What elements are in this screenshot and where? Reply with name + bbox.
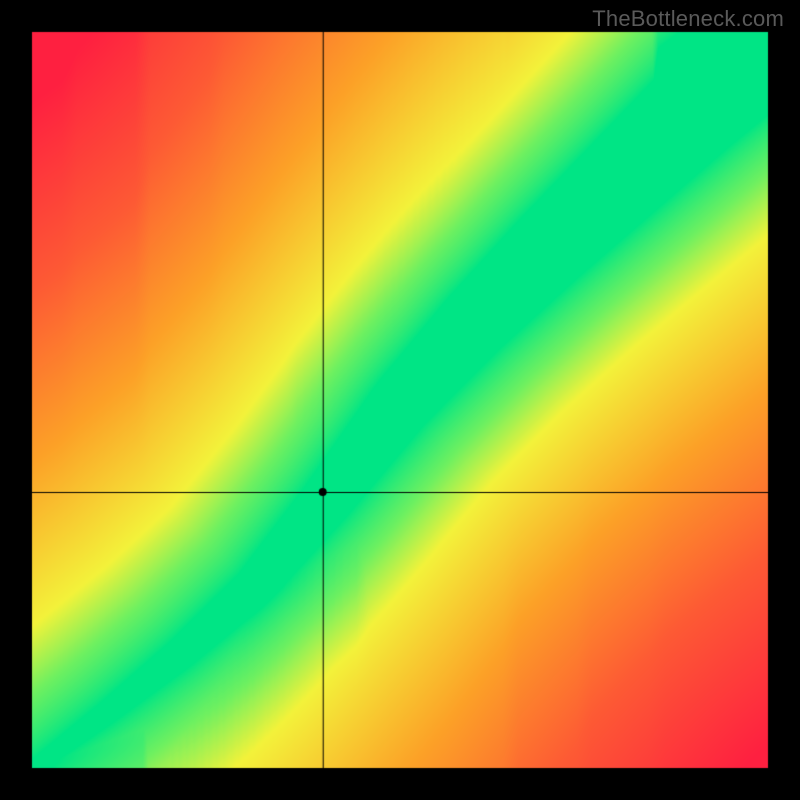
- heatmap-canvas: [0, 0, 800, 800]
- watermark-text: TheBottleneck.com: [592, 6, 784, 32]
- chart-container: TheBottleneck.com: [0, 0, 800, 800]
